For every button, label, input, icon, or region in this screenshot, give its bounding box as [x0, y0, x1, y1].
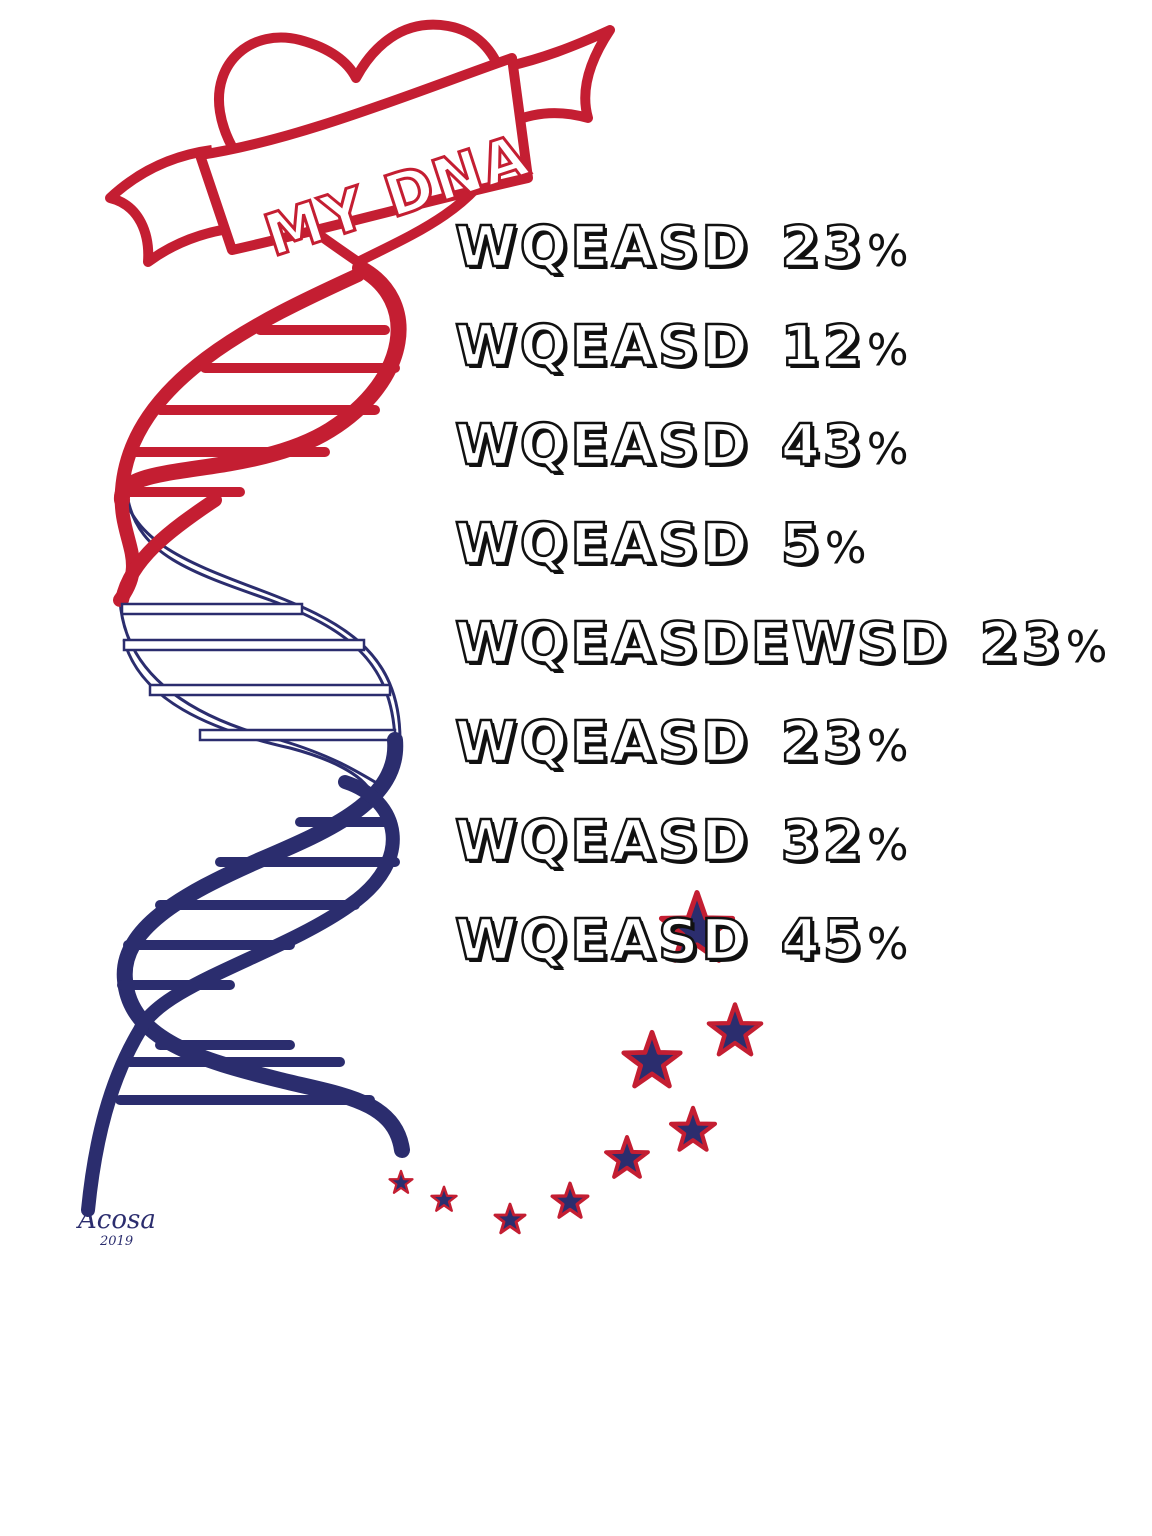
helix-red-strand-b [113, 268, 365, 607]
item-label: WQEASD [454, 710, 751, 775]
list-item: WQEASD 32 % [454, 809, 1107, 913]
percentage-list: WQEASD 23 % WQEASD 12 % WQEASD 43 % WQEA… [454, 215, 1108, 1012]
helix-hollow-rung [122, 638, 366, 652]
helix-hollow-rung [120, 602, 304, 616]
helix-navy-strand-a [116, 732, 410, 1158]
item-value: 45 [780, 908, 865, 973]
signature: Acosa 2019 [76, 1205, 156, 1249]
list-item: WQEASDEWSD 23 % [454, 611, 1108, 715]
item-label: WQEASD [454, 413, 751, 478]
item-unit: % [866, 919, 909, 970]
star-icon [621, 1029, 683, 1089]
banner-right-tail [499, 25, 615, 127]
helix-thin-strand-a [118, 479, 402, 741]
item-label: WQEASD [454, 314, 751, 379]
dna-helix [81, 260, 410, 1217]
star-icon [388, 1169, 414, 1194]
item-value: 23 [780, 215, 865, 280]
item-label: WQEASD [454, 512, 751, 577]
item-label: WQEASDEWSD [454, 611, 950, 676]
helix-navy-strand-b [81, 775, 400, 1217]
item-label: WQEASD [454, 215, 751, 280]
item-unit: % [866, 424, 909, 475]
banner-ribbon [195, 53, 533, 255]
star-icon [658, 890, 736, 963]
item-unit: % [1065, 622, 1108, 673]
signature-year: 2019 [99, 1234, 133, 1249]
item-value: 43 [780, 413, 865, 478]
item-value: 32 [780, 809, 865, 874]
item-label: WQEASD [454, 809, 751, 874]
list-item: WQEASD 12 % [454, 314, 1107, 418]
helix-red-strand-a [114, 260, 407, 508]
star-icon [550, 1181, 590, 1219]
stars [388, 890, 764, 1235]
item-unit: % [866, 721, 909, 772]
star-icon [430, 1185, 458, 1212]
item-label: WQEASD [454, 908, 751, 973]
helix-hollow-rung [198, 728, 397, 742]
item-value: 5 [780, 512, 823, 577]
star-icon [604, 1135, 650, 1179]
helix-red-strand-c [115, 493, 222, 607]
item-unit: % [824, 523, 867, 574]
star-icon [706, 1002, 764, 1057]
item-value: 23 [780, 710, 865, 775]
item-unit: % [866, 820, 909, 871]
item-value: 23 [978, 611, 1064, 676]
list-item: WQEASD 23 % [454, 215, 1107, 319]
signature-name: Acosa [76, 1205, 156, 1235]
list-item: WQEASD 43 % [454, 413, 1107, 517]
item-unit: % [866, 325, 909, 376]
star-icon [668, 1105, 718, 1152]
list-item: WQEASD 45 % [454, 908, 1107, 1012]
star-icon [493, 1202, 527, 1235]
item-value: 12 [780, 314, 865, 379]
list-item: WQEASD 5 % [454, 512, 1107, 616]
list-item: WQEASD 23 % [454, 710, 1107, 814]
helix-thin-strand-d [122, 639, 372, 791]
helix-hollow-rung [148, 683, 392, 697]
item-unit: % [866, 226, 909, 277]
